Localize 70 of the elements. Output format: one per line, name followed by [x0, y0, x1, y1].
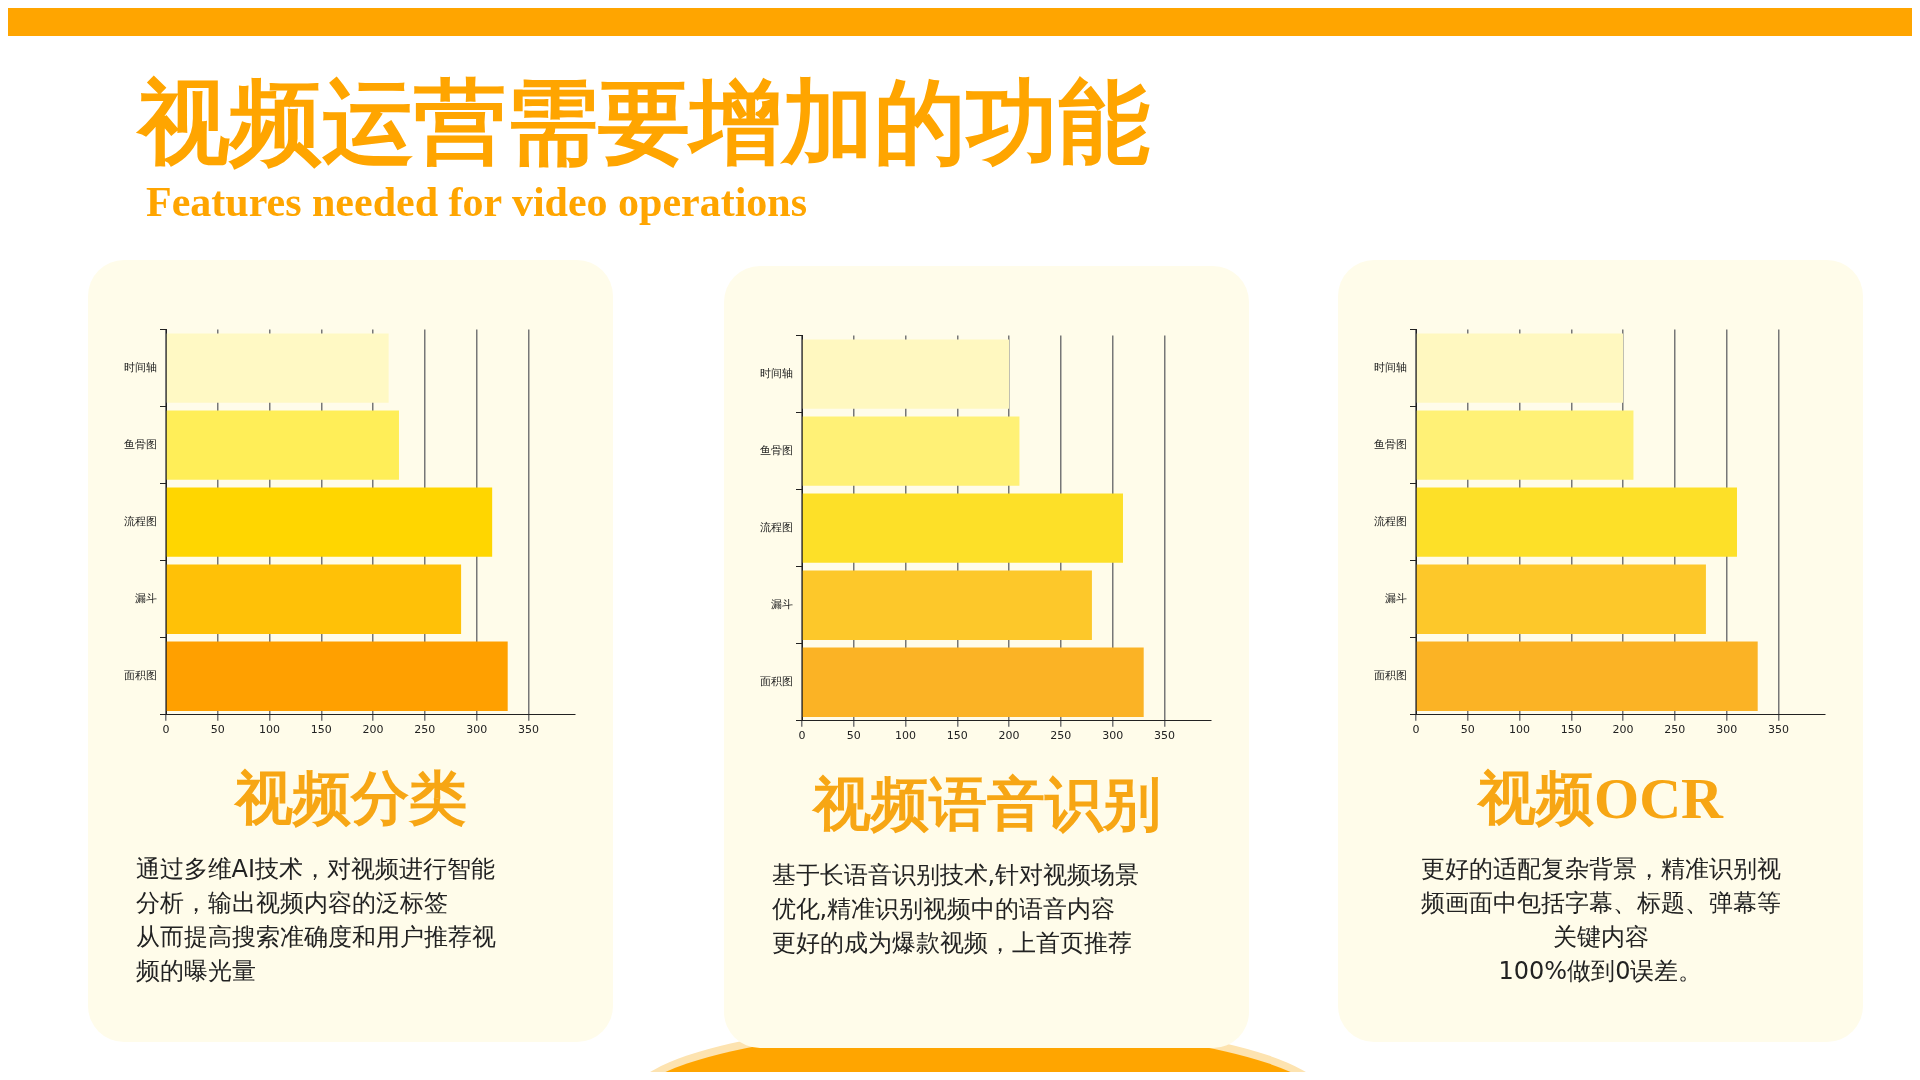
- bar: [166, 410, 399, 480]
- y-tick-label: 面积图: [1373, 669, 1407, 683]
- text: 基于长语音识别技术,针对视频场景: [771, 860, 1141, 891]
- y-tick-label: 漏斗: [134, 592, 157, 606]
- x-tick-label: 0: [1412, 723, 1419, 737]
- x-tick-label: 250: [1663, 723, 1685, 737]
- x-tick-label: 50: [210, 723, 225, 737]
- text: Features needed for video operations: [146, 178, 809, 226]
- bar: [166, 564, 461, 634]
- bar: [1416, 564, 1706, 634]
- bar: [1416, 487, 1737, 557]
- x-tick-label: 300: [1101, 729, 1123, 743]
- x-tick-label: 100: [258, 723, 280, 737]
- x-tick-label: 150: [946, 729, 968, 743]
- text: 更好的成为爆款视频，上首页推荐: [771, 928, 1133, 959]
- y-tick-label: 面积图: [759, 675, 793, 689]
- text: 视频语音识别: [812, 771, 1161, 839]
- x-tick-label: 200: [998, 729, 1020, 743]
- bar: [802, 339, 1009, 409]
- bar: [1416, 410, 1633, 480]
- text: 更好的适配复杂背景，精准识别视: [1419, 854, 1782, 885]
- y-tick-label: 时间轴: [759, 366, 793, 380]
- text: 视频OCR: [1478, 765, 1723, 833]
- bar: [166, 487, 492, 557]
- text: 优化,精准识别视频中的语音内容: [771, 894, 1117, 925]
- y-tick-label: 流程图: [123, 515, 157, 529]
- text: 从而提高搜索准确度和用户推荐视: [135, 922, 497, 953]
- y-tick-label: 鱼骨图: [759, 444, 793, 458]
- text: 100%做到0误差。: [1497, 956, 1704, 987]
- y-tick-label: 时间轴: [123, 360, 157, 374]
- y-tick-label: 鱼骨图: [123, 438, 157, 452]
- x-tick-label: 150: [310, 723, 332, 737]
- y-tick-label: 漏斗: [1384, 592, 1407, 606]
- y-tick-label: 漏斗: [770, 598, 793, 612]
- y-tick-label: 面积图: [123, 669, 157, 683]
- text: 频的曝光量: [135, 956, 257, 987]
- x-tick-label: 0: [798, 729, 805, 743]
- x-tick-label: 250: [1049, 729, 1071, 743]
- bar: [802, 493, 1123, 563]
- bar: [1416, 641, 1758, 711]
- x-tick-label: 0: [162, 723, 169, 737]
- x-tick-label: 300: [1715, 723, 1737, 737]
- y-tick-label: 鱼骨图: [1373, 438, 1407, 452]
- x-tick-label: 350: [517, 723, 539, 737]
- text: 视频分类: [234, 765, 467, 833]
- x-tick-label: 200: [362, 723, 384, 737]
- text: 分析，输出视频内容的泛标签: [135, 888, 449, 919]
- x-tick-label: 200: [1612, 723, 1634, 737]
- x-tick-label: 150: [1560, 723, 1582, 737]
- x-tick-label: 50: [1460, 723, 1475, 737]
- y-tick-label: 流程图: [1373, 515, 1407, 529]
- y-tick-label: 时间轴: [1373, 360, 1407, 374]
- x-tick-label: 350: [1767, 723, 1789, 737]
- x-tick-label: 250: [413, 723, 435, 737]
- text: 关键内容: [1551, 922, 1650, 953]
- bar: [802, 647, 1144, 717]
- x-tick-label: 300: [465, 723, 487, 737]
- bar: [802, 570, 1092, 640]
- y-tick-label: 流程图: [759, 521, 793, 535]
- x-tick-label: 100: [1508, 723, 1530, 737]
- bar: [166, 333, 389, 403]
- x-tick-label: 50: [846, 729, 861, 743]
- bar: [1416, 333, 1623, 403]
- x-tick-label: 350: [1153, 729, 1175, 743]
- bar: [802, 416, 1019, 486]
- text: 视频运营需要增加的功能: [138, 71, 1150, 176]
- text: 频画面中包括字幕、标题、弹幕等: [1419, 888, 1782, 919]
- text: 通过多维AI技术，对视频进行智能: [135, 854, 496, 885]
- bar: [166, 641, 508, 711]
- x-tick-label: 100: [894, 729, 916, 743]
